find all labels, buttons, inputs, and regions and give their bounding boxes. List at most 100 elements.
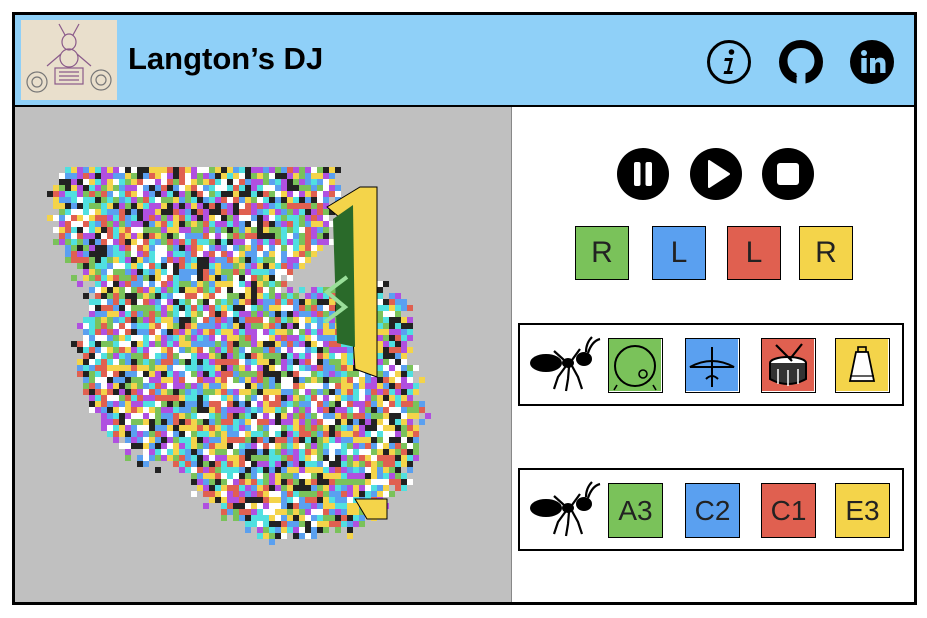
grid-cell (131, 203, 137, 209)
grid-cell (197, 455, 203, 461)
grid-cell (143, 287, 149, 293)
grid-cell (281, 335, 287, 341)
grid-cell (299, 497, 305, 503)
grid-cell (323, 497, 329, 503)
grid-cell (107, 425, 113, 431)
rule-button-1[interactable]: R (575, 226, 629, 280)
grid-cell (143, 215, 149, 221)
grid-cell (221, 167, 227, 173)
grid-cell (245, 365, 251, 371)
grid-cell (215, 185, 221, 191)
grid-cell (83, 233, 89, 239)
grid-cell (107, 215, 113, 221)
grid-cell (311, 425, 317, 431)
grid-cell (161, 413, 167, 419)
instrument-tile-4[interactable] (835, 338, 890, 393)
grid-cell (197, 449, 203, 455)
grid-cell (263, 239, 269, 245)
grid-cell (311, 191, 317, 197)
grid-cell (245, 419, 251, 425)
grid-cell (191, 353, 197, 359)
instrument-tile-1[interactable] (608, 338, 663, 393)
grid-cell (371, 431, 377, 437)
grid-cell (167, 371, 173, 377)
note-tile-1[interactable]: A3 (608, 483, 663, 538)
grid-cell (215, 371, 221, 377)
grid-cell (287, 467, 293, 473)
grid-cell (263, 407, 269, 413)
grid-cell (317, 509, 323, 515)
grid-cell (119, 221, 125, 227)
grid-cell (251, 221, 257, 227)
grid-cell (113, 407, 119, 413)
grid-cell (257, 347, 263, 353)
grid-cell (377, 437, 383, 443)
info-icon[interactable] (706, 39, 752, 85)
grid-cell (101, 329, 107, 335)
rule-button-4[interactable]: R (799, 226, 853, 280)
grid-cell (239, 221, 245, 227)
grid-cell (311, 293, 317, 299)
note-tile-4[interactable]: E3 (835, 483, 890, 538)
grid-cell (311, 209, 317, 215)
grid-cell (209, 401, 215, 407)
note-tile-3[interactable]: C1 (761, 483, 816, 538)
stop-button[interactable] (761, 147, 815, 201)
grid-cell (395, 323, 401, 329)
grid-cell (401, 347, 407, 353)
note-tile-2[interactable]: C2 (685, 483, 740, 538)
grid-cell (119, 395, 125, 401)
grid-cell (77, 215, 83, 221)
grid-cell (371, 443, 377, 449)
grid-cell (287, 233, 293, 239)
ant-simulation-canvas[interactable] (15, 107, 512, 602)
grid-cell (149, 317, 155, 323)
grid-cell (275, 509, 281, 515)
grid-cell (371, 437, 377, 443)
grid-cell (179, 407, 185, 413)
grid-cell (353, 407, 359, 413)
grid-cell (191, 221, 197, 227)
rule-button-2[interactable]: L (652, 226, 706, 280)
grid-cell (155, 389, 161, 395)
grid-cell (167, 185, 173, 191)
grid-cell (347, 395, 353, 401)
grid-cell (215, 203, 221, 209)
grid-cell (281, 371, 287, 377)
grid-cell (299, 305, 305, 311)
grid-cell (347, 383, 353, 389)
grid-cell (209, 197, 215, 203)
grid-cell (77, 257, 83, 263)
grid-cell (221, 227, 227, 233)
grid-cell (335, 515, 341, 521)
grid-cell (107, 251, 113, 257)
grid-cell (191, 287, 197, 293)
grid-cell (329, 239, 335, 245)
linkedin-icon[interactable] (849, 39, 895, 85)
grid-cell (323, 509, 329, 515)
rule-button-3[interactable]: L (727, 226, 781, 280)
grid-cell (77, 263, 83, 269)
grid-cell (161, 215, 167, 221)
grid-cell (185, 371, 191, 377)
grid-cell (263, 389, 269, 395)
instrument-tile-2[interactable] (685, 338, 740, 393)
grid-cell (305, 167, 311, 173)
grid-cell (341, 485, 347, 491)
github-icon[interactable] (778, 39, 824, 85)
grid-cell (371, 491, 377, 497)
grid-cell (137, 341, 143, 347)
pause-button[interactable] (616, 147, 670, 201)
play-button[interactable] (689, 147, 743, 201)
grid-cell (173, 323, 179, 329)
grid-cell (113, 371, 119, 377)
grid-cell (125, 317, 131, 323)
grid-cell (149, 365, 155, 371)
grid-cell (167, 437, 173, 443)
instrument-tile-3[interactable] (761, 338, 816, 393)
grid-cell (215, 395, 221, 401)
grid-cell (341, 515, 347, 521)
grid-cell (281, 443, 287, 449)
grid-cell (233, 257, 239, 263)
grid-cell (173, 227, 179, 233)
